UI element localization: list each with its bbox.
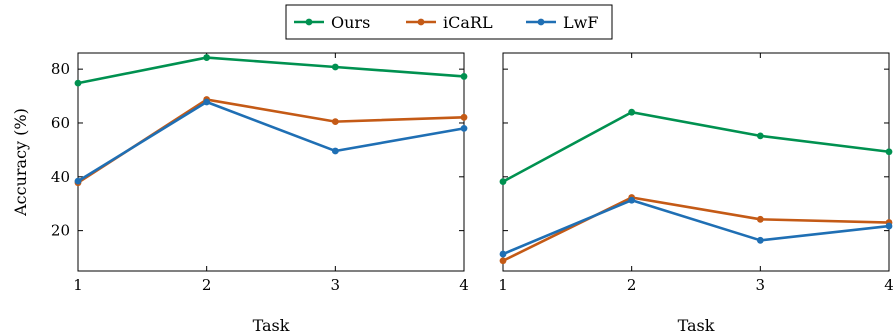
data-point-ours: [628, 108, 636, 116]
chart-panel-2: 1 2 3 4 Task: [498, 52, 893, 333]
legend-marker-lwf: [537, 18, 545, 26]
data-point-icarl: [756, 215, 764, 223]
data-point-lwf: [331, 147, 339, 155]
data-point-icarl: [499, 257, 507, 265]
data-point-ours: [460, 73, 468, 80]
series-line-ours: [77, 56, 465, 85]
x-tick-label: 2: [627, 276, 637, 294]
data-point-ours: [74, 79, 82, 87]
legend-label-ours: Ours: [331, 13, 370, 32]
x-axis-title: Task: [253, 316, 290, 333]
data-point-lwf: [756, 236, 764, 244]
series-line-lwf: [77, 100, 465, 183]
data-point-ours: [756, 132, 764, 140]
x-tick-label: 4: [459, 276, 469, 294]
y-tick-label: 60: [51, 114, 70, 132]
data-point-lwf: [499, 250, 507, 258]
data-point-lwf: [460, 124, 468, 132]
plot-frame: [502, 52, 890, 272]
legend-label-lwf: LwF: [563, 13, 598, 32]
chart-panel-1: 1 2 3 4 20 40 60 80 Task Accuracy (%): [11, 52, 469, 333]
data-point-ours: [499, 178, 507, 186]
x-tick-label: 4: [884, 276, 893, 294]
data-point-lwf: [885, 222, 893, 230]
y-tick-label: 40: [51, 168, 70, 186]
legend-marker-ours: [305, 18, 313, 26]
x-tick-label: 1: [498, 276, 508, 294]
series-line-icarl: [77, 98, 465, 184]
y-tick-label: 20: [51, 222, 70, 240]
data-point-lwf: [74, 177, 82, 185]
data-point-lwf: [628, 196, 636, 204]
legend-marker-icarl: [417, 18, 425, 26]
x-tick-label: 1: [73, 276, 83, 294]
data-point-icarl: [460, 113, 468, 121]
legend-label-icarl: iCaRL: [443, 13, 493, 32]
series-line-ours: [502, 110, 890, 183]
data-point-lwf: [203, 98, 211, 106]
y-axis-title: Accuracy (%): [11, 108, 30, 217]
series-line-lwf: [502, 198, 890, 256]
data-point-ours: [331, 63, 339, 71]
legend: Ours iCaRL LwF: [285, 4, 613, 40]
x-tick-label: 2: [202, 276, 212, 294]
data-point-icarl: [331, 118, 339, 126]
plot-frame: [77, 52, 465, 272]
x-tick-label: 3: [756, 276, 766, 294]
x-tick-label: 3: [331, 276, 341, 294]
data-point-ours: [885, 148, 893, 156]
data-point-ours: [203, 54, 211, 61]
x-axis-title: Task: [678, 316, 715, 333]
legend-box: [285, 4, 613, 40]
y-tick-label: 80: [51, 60, 70, 78]
series-line-icarl: [502, 196, 890, 262]
